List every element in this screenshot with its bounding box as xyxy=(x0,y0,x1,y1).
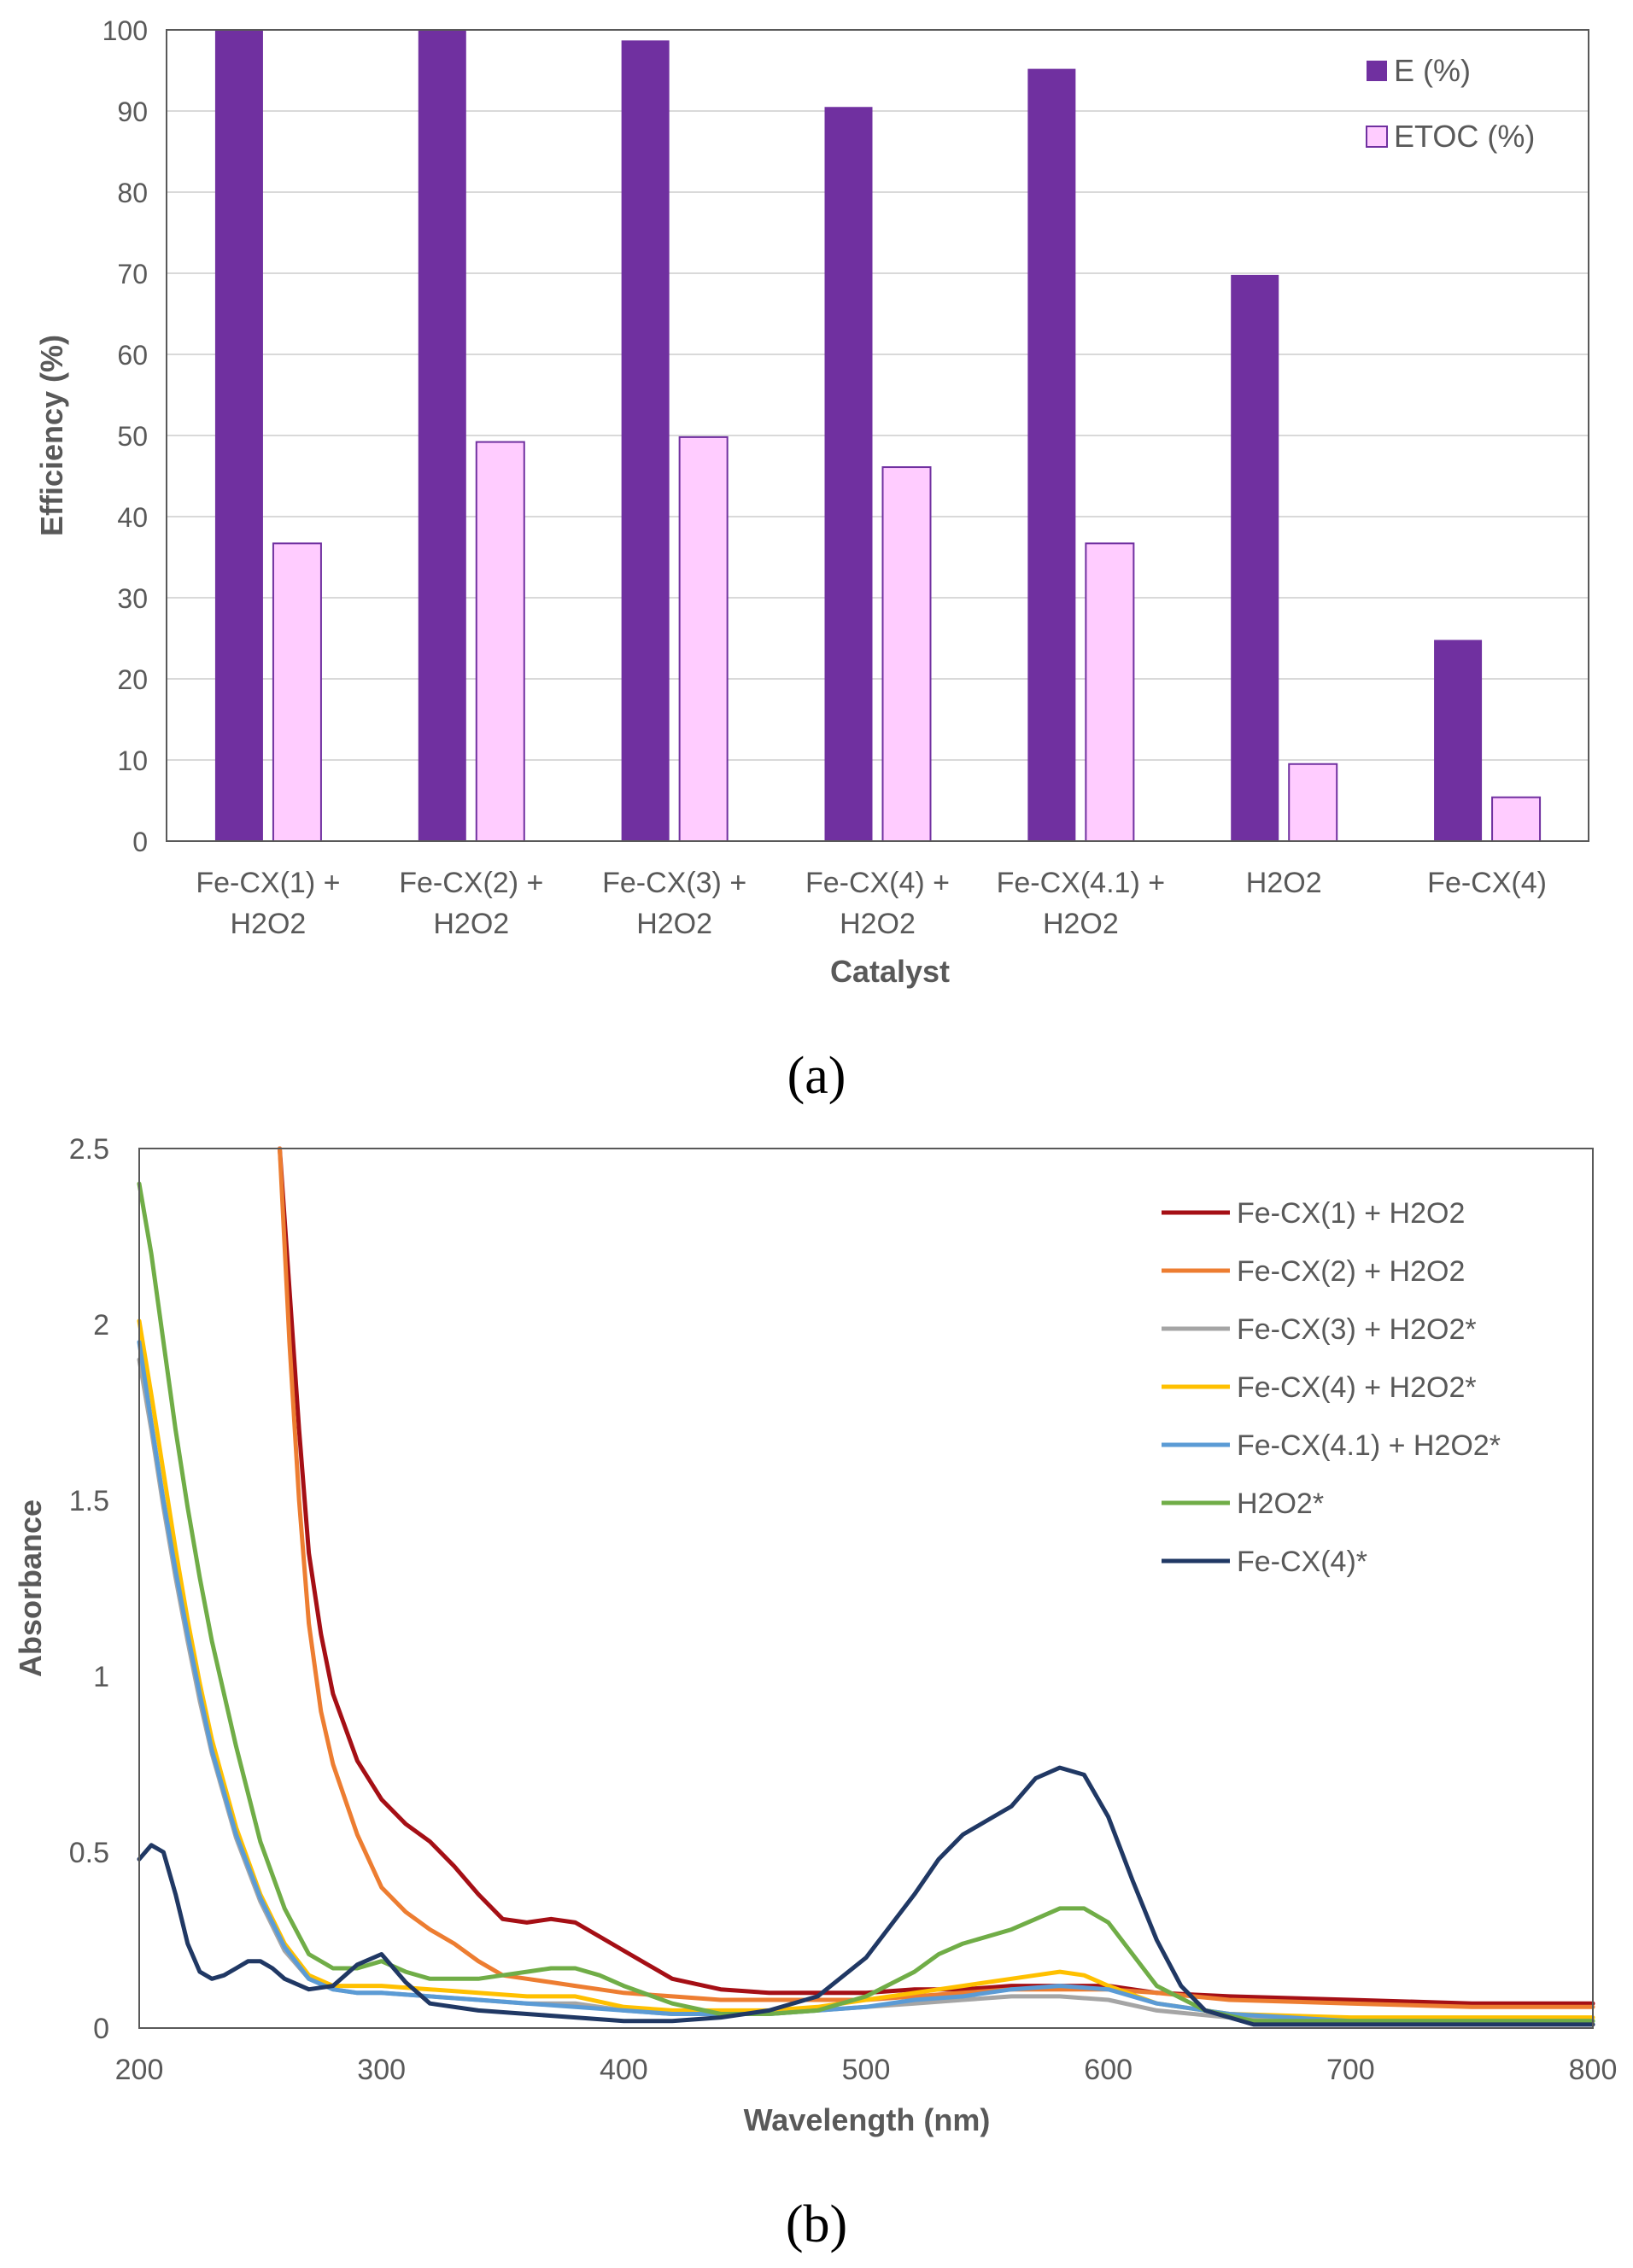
y-tick-label-70: 70 xyxy=(117,259,148,289)
x-tick-label-4-1: H2O2 xyxy=(1043,908,1119,940)
x-tick-label-2-0: Fe-CX(3) + xyxy=(602,867,746,899)
y-tick-label-40: 40 xyxy=(117,502,148,533)
line-chart-x-axis-title: Wavelength (nm) xyxy=(744,2102,991,2137)
y-tick-label-80: 80 xyxy=(117,178,148,208)
line-chart-y-tick-labels: 0 0.5 1 1.5 2 2.5 xyxy=(69,1133,109,2045)
y-tick-label-90: 90 xyxy=(117,96,148,127)
legend-label-0: Fe-CX(1) + H2O2 xyxy=(1237,1197,1465,1230)
y-tick-label-10: 10 xyxy=(117,745,148,776)
legend-label-5: H2O2* xyxy=(1237,1488,1324,1520)
y-tick-label-0: 0 xyxy=(93,2013,109,2045)
legend-label-6: Fe-CX(4)* xyxy=(1237,1546,1367,1578)
x-tick-label-6-0: Fe-CX(4) xyxy=(1427,867,1547,899)
bar-e-4 xyxy=(1027,68,1076,842)
bar-etoc-6 xyxy=(1491,796,1542,843)
panel-label-a: (a) xyxy=(787,1047,846,1105)
bar-etoc-3 xyxy=(881,466,932,842)
y-tick-label-20: 20 xyxy=(117,664,148,695)
bar-e-2 xyxy=(621,40,670,842)
bar-e-0 xyxy=(214,30,263,841)
x-tick-label-500: 500 xyxy=(842,2054,891,2086)
panel-label-b: (b) xyxy=(786,2195,847,2253)
x-tick-label-800: 800 xyxy=(1569,2054,1618,2086)
x-tick-label-0-1: H2O2 xyxy=(231,908,307,940)
line-chart-panel-b: 0 0.5 1 1.5 2 2.5 200 300 400 500 600 700 800 Absor… xyxy=(13,1133,1617,2253)
line-chart-x-tick-labels: 200 300 400 500 600 700 800 xyxy=(115,2054,1618,2086)
legend-swatch-1 xyxy=(1366,126,1388,148)
x-tick-label-200: 200 xyxy=(115,2054,164,2086)
series-line-0 xyxy=(278,1146,1595,2006)
y-tick-label-1: 1 xyxy=(93,1661,109,1693)
bar-chart-plot-frame xyxy=(166,29,1589,842)
bar-etoc-5 xyxy=(1288,763,1338,842)
series-line-3 xyxy=(137,1318,1595,2020)
y-tick-label-100: 100 xyxy=(102,15,148,46)
legend-label-1: ETOC (%) xyxy=(1394,119,1535,154)
bar-chart-legend: E (%) ETOC (%) xyxy=(1366,53,1535,154)
bar-chart-y-axis-title: Efficiency (%) xyxy=(34,335,69,536)
legend-label-0: E (%) xyxy=(1394,53,1471,88)
bar-chart-gridlines xyxy=(167,110,1589,761)
y-tick-label-60: 60 xyxy=(117,340,148,371)
x-tick-label-5-0: H2O2 xyxy=(1246,867,1322,899)
y-tick-label-2.5: 2.5 xyxy=(69,1133,109,1166)
legend-label-1: Fe-CX(2) + H2O2 xyxy=(1237,1255,1465,1288)
bar-chart-x-tick-labels: Fe-CX(1) + H2O2 Fe-CX(2) + H2O2 Fe-CX(3) + H2… xyxy=(196,867,1547,940)
x-tick-label-1-0: Fe-CX(2) + xyxy=(399,867,543,899)
x-tick-label-300: 300 xyxy=(357,2054,406,2086)
x-tick-label-4-0: Fe-CX(4.1) + xyxy=(997,867,1165,899)
bar-etoc-2 xyxy=(678,435,729,842)
legend-label-4: Fe-CX(4.1) + H2O2* xyxy=(1237,1429,1501,1462)
x-tick-label-1-1: H2O2 xyxy=(433,908,509,940)
y-tick-label-0.5: 0.5 xyxy=(69,1837,109,1869)
bar-e-3 xyxy=(824,107,873,841)
series-line-6 xyxy=(137,1765,1595,2027)
bar-etoc-1 xyxy=(475,441,525,842)
series-line-4 xyxy=(137,1340,1595,2024)
y-tick-label-1.5: 1.5 xyxy=(69,1485,109,1517)
x-tick-label-3-0: Fe-CX(4) + xyxy=(805,867,950,899)
legend-swatch-0 xyxy=(1367,61,1387,81)
x-tick-label-2-1: H2O2 xyxy=(636,908,712,940)
x-tick-label-400: 400 xyxy=(600,2054,648,2086)
line-chart-legend: Fe-CX(1) + H2O2 Fe-CX(2) + H2O2 Fe-CX(3) +… xyxy=(1162,1197,1501,1578)
bar-chart-x-axis-title: Catalyst xyxy=(830,954,950,989)
bar-chart-y-tick-labels: 0 10 20 30 40 50 60 70 80 90 100 xyxy=(102,15,148,857)
line-chart-y-axis-title: Absorbance xyxy=(13,1499,48,1677)
bar-chart-bars xyxy=(214,30,1542,843)
y-tick-label-0: 0 xyxy=(132,827,148,857)
legend-label-2: Fe-CX(3) + H2O2* xyxy=(1237,1313,1477,1346)
line-chart-series xyxy=(137,1146,1595,2027)
line-chart-plot-frame xyxy=(138,1148,1594,2029)
series-line-5 xyxy=(137,1181,1595,2024)
bar-e-1 xyxy=(418,30,466,841)
legend-label-3: Fe-CX(4) + H2O2* xyxy=(1237,1371,1477,1404)
x-tick-label-600: 600 xyxy=(1084,2054,1133,2086)
y-tick-label-50: 50 xyxy=(117,421,148,452)
y-tick-label-30: 30 xyxy=(117,583,148,614)
bar-e-6 xyxy=(1434,640,1483,841)
y-tick-label-2: 2 xyxy=(93,1309,109,1342)
x-tick-label-0-0: Fe-CX(1) + xyxy=(196,867,340,899)
x-tick-label-3-1: H2O2 xyxy=(840,908,916,940)
bar-etoc-4 xyxy=(1085,542,1135,842)
x-tick-label-700: 700 xyxy=(1326,2054,1375,2086)
bar-e-5 xyxy=(1231,274,1279,841)
bar-etoc-0 xyxy=(272,542,322,842)
